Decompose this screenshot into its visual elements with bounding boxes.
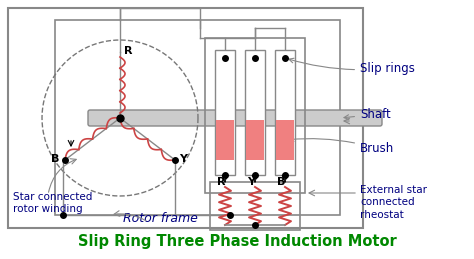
Bar: [276, 120, 294, 160]
Bar: [55, 20, 340, 215]
Bar: [245, 50, 265, 175]
Text: Slip Ring Three Phase Induction Motor: Slip Ring Three Phase Induction Motor: [78, 234, 396, 249]
Text: Brush: Brush: [289, 137, 394, 155]
Bar: [275, 50, 295, 175]
Bar: [210, 182, 300, 230]
Text: Y: Y: [247, 177, 255, 187]
FancyBboxPatch shape: [88, 110, 382, 126]
Bar: [215, 50, 235, 175]
Bar: [246, 120, 264, 160]
Text: External star
connected
rheostat: External star connected rheostat: [360, 185, 427, 220]
Text: Slip rings: Slip rings: [289, 58, 415, 75]
Text: B: B: [277, 177, 285, 187]
Text: Rotor frame: Rotor frame: [123, 212, 198, 225]
Bar: [8, 8, 363, 228]
Text: R: R: [217, 177, 226, 187]
Bar: [205, 38, 305, 193]
Bar: [216, 120, 234, 160]
Text: B: B: [51, 154, 59, 164]
Text: Shaft: Shaft: [344, 108, 391, 121]
Text: Star connected
rotor winding: Star connected rotor winding: [13, 192, 92, 214]
Text: Y: Y: [179, 154, 187, 164]
Text: R: R: [124, 46, 133, 56]
